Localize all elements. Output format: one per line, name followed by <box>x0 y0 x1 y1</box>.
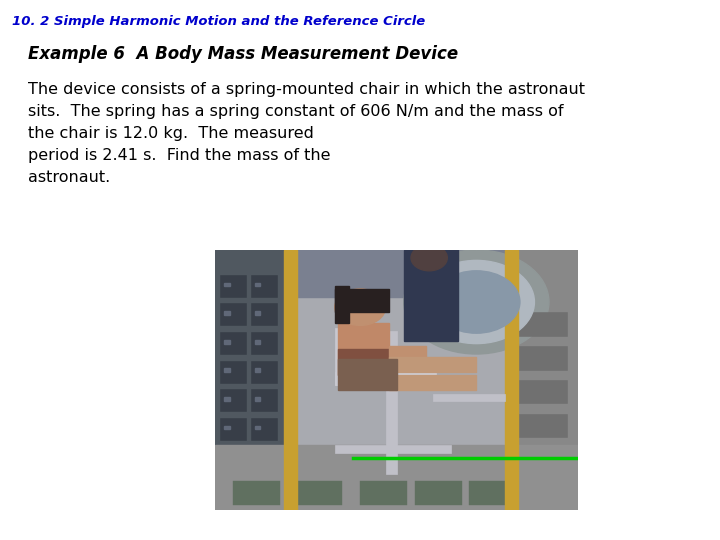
Bar <box>295 481 342 505</box>
Text: period is 2.41 s.  Find the mass of the: period is 2.41 s. Find the mass of the <box>28 148 330 163</box>
Bar <box>335 289 390 313</box>
Bar <box>390 356 477 372</box>
Bar <box>516 414 567 437</box>
Bar <box>215 250 578 297</box>
Bar <box>513 250 578 445</box>
Bar <box>469 481 516 505</box>
Text: astronaut.: astronaut. <box>28 170 110 185</box>
Bar <box>335 286 349 323</box>
Bar <box>233 481 280 505</box>
Bar <box>251 361 276 383</box>
Bar <box>255 282 261 286</box>
Bar <box>220 361 246 383</box>
Bar <box>390 346 426 359</box>
Text: Example 6  A Body Mass Measurement Device: Example 6 A Body Mass Measurement Device <box>28 45 458 63</box>
Circle shape <box>418 260 534 343</box>
Bar <box>386 330 397 474</box>
Circle shape <box>404 250 549 354</box>
Bar <box>220 275 246 297</box>
Bar <box>516 313 567 336</box>
Bar <box>284 250 297 510</box>
Bar <box>255 368 261 372</box>
Bar <box>215 250 287 445</box>
Bar <box>255 340 261 343</box>
Circle shape <box>411 245 447 271</box>
Bar <box>255 426 261 429</box>
Circle shape <box>433 271 520 333</box>
Bar <box>415 481 462 505</box>
Bar <box>338 359 397 390</box>
Bar <box>335 445 451 453</box>
Bar <box>215 445 578 510</box>
Bar <box>505 250 518 510</box>
Bar <box>335 328 353 385</box>
Text: 10. 2 Simple Harmonic Motion and the Reference Circle: 10. 2 Simple Harmonic Motion and the Ref… <box>12 15 426 28</box>
Text: sits.  The spring has a spring constant of 606 N/m and the mass of: sits. The spring has a spring constant o… <box>28 104 564 119</box>
Bar <box>433 394 505 401</box>
Bar <box>224 426 230 429</box>
Bar <box>224 282 230 286</box>
Bar <box>516 380 567 403</box>
Bar <box>255 311 261 315</box>
Bar <box>255 397 261 401</box>
Bar <box>220 332 246 354</box>
Bar <box>360 481 408 505</box>
Bar <box>220 389 246 411</box>
Bar <box>404 250 458 341</box>
Bar <box>516 346 567 369</box>
Bar <box>224 397 230 401</box>
Bar <box>251 389 276 411</box>
Bar <box>338 349 390 375</box>
Text: the chair is 12.0 kg.  The measured: the chair is 12.0 kg. The measured <box>28 126 314 141</box>
Bar <box>251 332 276 354</box>
Circle shape <box>335 289 386 326</box>
Bar <box>251 418 276 440</box>
Bar <box>220 303 246 326</box>
Bar <box>335 372 436 385</box>
Bar <box>390 375 477 390</box>
Bar <box>251 303 276 326</box>
Bar <box>224 368 230 372</box>
Bar <box>338 323 390 375</box>
Text: The device consists of a spring-mounted chair in which the astronaut: The device consists of a spring-mounted … <box>28 82 585 97</box>
Bar <box>251 275 276 297</box>
Bar <box>220 418 246 440</box>
Bar <box>224 340 230 343</box>
Bar <box>224 311 230 315</box>
